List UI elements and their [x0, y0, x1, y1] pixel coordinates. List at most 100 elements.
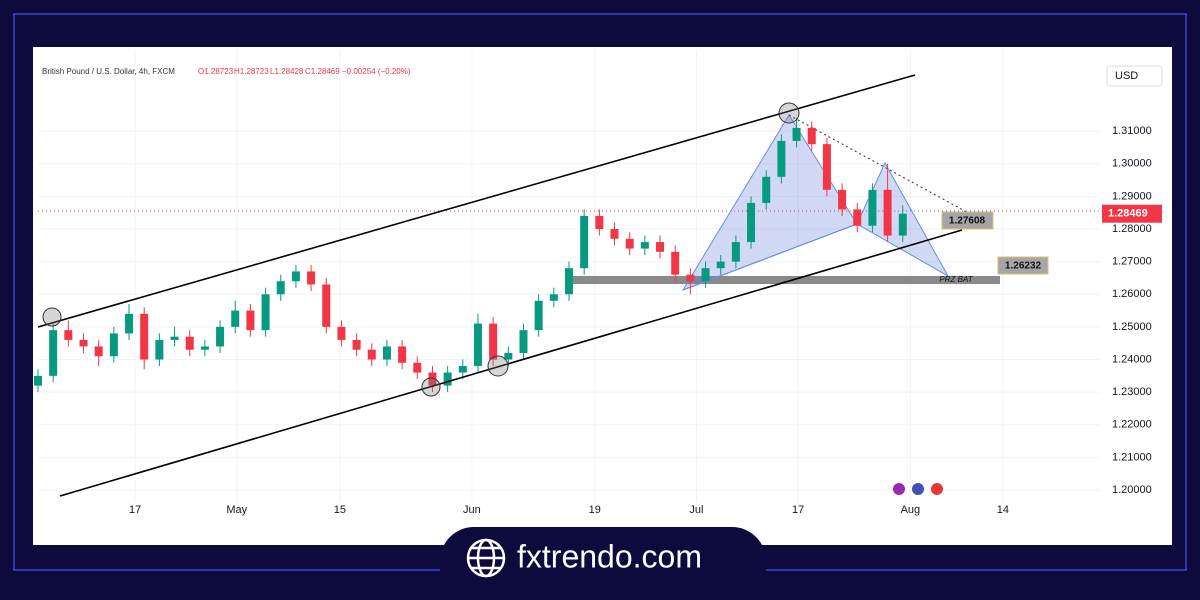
event-icon[interactable] [931, 483, 943, 495]
globe-icon [466, 538, 506, 578]
ohlc-high: H1.28723 [234, 67, 269, 76]
candle-body [686, 274, 695, 282]
candle-body [125, 313, 134, 334]
prz-zone [567, 276, 1000, 284]
y-tick-label: 1.26000 [1112, 288, 1152, 300]
candle-body [504, 352, 513, 360]
y-tick-label: 1.21000 [1112, 451, 1152, 463]
x-tick-label: 15 [334, 504, 346, 516]
y-tick-label: 1.20000 [1112, 484, 1152, 496]
candle-body [94, 346, 103, 357]
candle-body [534, 300, 543, 331]
x-tick-label: 14 [997, 504, 1009, 516]
y-tick-label: 1.24000 [1112, 353, 1152, 365]
label-box [997, 256, 1049, 275]
candle-body [549, 294, 558, 301]
candle-body [79, 339, 88, 347]
candle-body [261, 294, 270, 331]
label-box [941, 211, 994, 230]
candle-body [185, 336, 194, 350]
candle-body [883, 189, 892, 236]
level-label: 1.26232 [1005, 261, 1042, 272]
channel-lower [59, 229, 963, 497]
symbol: British Pound / U.S. Dollar, 4h, FXCM [42, 67, 175, 76]
touch-circle [42, 307, 62, 327]
candle-body [610, 229, 619, 239]
candle-body [701, 268, 710, 282]
dotted-line [788, 114, 986, 223]
candle-body [822, 144, 831, 190]
currency: USD [1115, 70, 1138, 82]
candle-body [322, 284, 331, 327]
candle-body [428, 372, 437, 386]
event-icon[interactable] [893, 483, 905, 495]
candles [34, 118, 907, 393]
y-tick-label: 1.22000 [1112, 419, 1152, 431]
touch-circle [421, 377, 441, 397]
candle-body [170, 336, 179, 340]
candle-body [398, 346, 407, 363]
candle-body [640, 242, 649, 249]
last-price-box [1102, 204, 1162, 223]
candle-body [64, 330, 73, 340]
candle-body [868, 189, 877, 226]
candle-body [246, 310, 255, 331]
candle-body [473, 323, 482, 367]
candle-body [625, 238, 634, 249]
candle-body [731, 242, 740, 262]
candle-body [443, 372, 452, 386]
x-tick-label: Jun [463, 504, 481, 516]
candle-body [671, 251, 680, 275]
x-tick-label: May [226, 504, 247, 516]
touch-circle [487, 355, 509, 377]
candle-body [352, 339, 361, 350]
ohlc-low: L1.28428 [270, 67, 304, 76]
candle-body [458, 366, 467, 373]
candle-body [762, 176, 771, 203]
candle-body [231, 310, 240, 327]
x-tick-label: 17 [129, 504, 141, 516]
ohlc-change: −0.00254 (−0.20%) [342, 67, 411, 76]
currency-button[interactable] [1106, 65, 1163, 87]
candle-body [807, 127, 816, 145]
candle-body [838, 189, 847, 210]
y-tick-label: 1.25000 [1112, 321, 1152, 333]
chart-panel [33, 47, 1172, 545]
candle-body [656, 242, 665, 252]
x-tick-label: 19 [589, 504, 601, 516]
candle-body [109, 333, 118, 357]
x-tick-label: Aug [901, 504, 921, 516]
candle-body [565, 268, 573, 295]
y-tick-label: 1.23000 [1112, 386, 1152, 398]
candle-body [216, 326, 225, 347]
candle-body [792, 127, 801, 141]
candle-body [519, 330, 528, 353]
candle-body [49, 330, 58, 376]
event-icon[interactable] [912, 483, 924, 495]
candle-body [140, 313, 149, 360]
brand: fxtrendo.com [517, 538, 702, 574]
candle-body [580, 215, 589, 269]
candle-body [716, 261, 725, 269]
candle-body [489, 323, 498, 360]
x-tick-label: Jul [689, 504, 703, 516]
ohlc-open: O1.28723 [198, 67, 234, 76]
candle-body [777, 140, 786, 177]
candle-body [747, 202, 756, 243]
x-tick-label: 17 [792, 504, 804, 516]
candle-body [291, 271, 300, 282]
candle-body [382, 346, 391, 360]
candle-body [200, 346, 209, 350]
candle-body [276, 281, 285, 295]
candle-body [898, 213, 907, 236]
last-price-label: 1.28469 [1108, 208, 1148, 220]
candle-body [595, 215, 604, 230]
zone-label: PRZ BAT [939, 275, 973, 284]
level-label: 1.27608 [949, 216, 986, 227]
y-tick-label: 1.31000 [1112, 125, 1152, 137]
candle-body [367, 349, 376, 360]
pattern-xb [682, 223, 858, 291]
logo-pill [440, 527, 766, 600]
candle-body [853, 209, 862, 226]
